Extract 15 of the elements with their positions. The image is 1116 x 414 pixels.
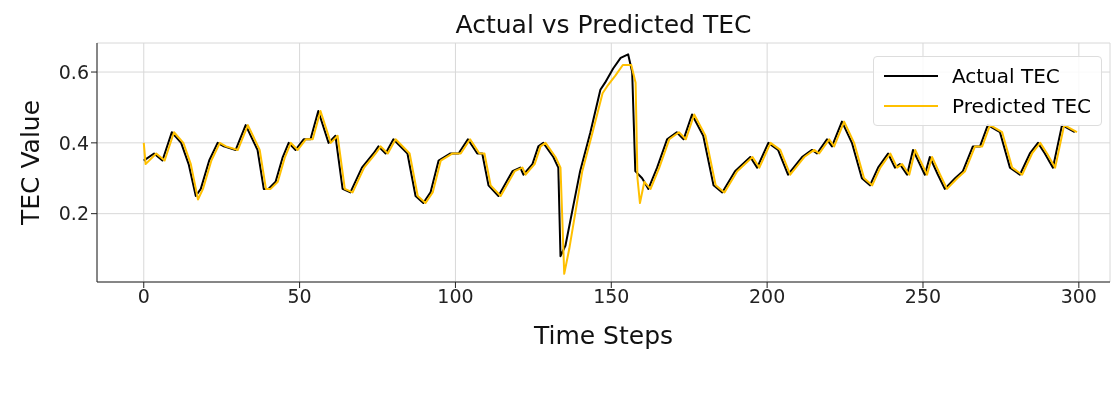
y-tick-label: 0.2 (58, 202, 89, 225)
x-tick-label: 150 (593, 285, 630, 308)
x-tick-label: 250 (904, 285, 942, 308)
legend-label: Actual TEC (951, 64, 1060, 88)
x-axis-title: Time Steps (532, 321, 674, 350)
chart-title: Actual vs Predicted TEC (454, 10, 753, 39)
y-axis-title: TEC Value (15, 99, 45, 227)
x-tick-label: 100 (437, 285, 474, 308)
x-tick-label: 300 (1060, 285, 1097, 308)
x-tick-label: 0 (137, 285, 150, 308)
legend-label: Predicted TEC (951, 94, 1091, 118)
y-tick-label: 0.6 (58, 60, 89, 83)
x-tick-label: 50 (287, 285, 312, 308)
x-tick-label: 200 (749, 285, 786, 308)
y-tick-label: 0.4 (58, 131, 89, 154)
